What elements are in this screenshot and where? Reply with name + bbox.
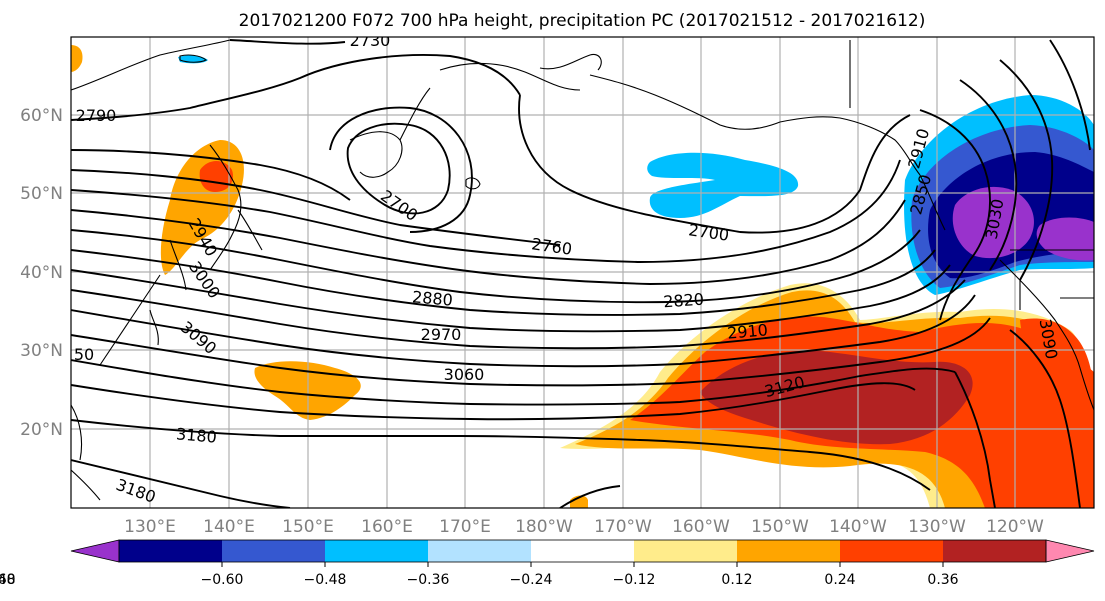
lon-label: 130°E bbox=[124, 517, 176, 537]
precip-region-darkred bbox=[700, 350, 973, 445]
colorbar-cell bbox=[428, 540, 531, 562]
contour-label: 2820 bbox=[663, 290, 705, 312]
colorbar-tick-label: 0.24 bbox=[824, 572, 855, 588]
contour-label: 3180 bbox=[175, 424, 217, 446]
contour-label: 2880 bbox=[411, 287, 453, 309]
longitude-labels: 130°E 140°E 150°E 160°E 170°E 180°W 170°… bbox=[124, 517, 1044, 537]
lon-label: 160°E bbox=[361, 517, 413, 537]
lon-label: 140°E bbox=[203, 517, 255, 537]
colorbar-tick-label: −0.36 bbox=[407, 572, 450, 588]
colorbar: −0.60 −0.48 −0.36 −0.24 −0.12 0.12 0.24 … bbox=[0, 539, 1095, 588]
colorbar-cell bbox=[634, 540, 737, 562]
latitude-labels: 60°N 50°N 40°N 30°N 20°N bbox=[20, 106, 63, 440]
lon-label: 150°W bbox=[751, 517, 809, 537]
lat-label: 20°N bbox=[20, 420, 63, 440]
precip-negative-east-core bbox=[952, 186, 1034, 259]
precip-region-japan-core bbox=[199, 161, 234, 192]
colorbar-tick-label: −0.60 bbox=[201, 572, 244, 588]
contour-label: 2730 bbox=[350, 31, 391, 50]
lon-label: 150°E bbox=[282, 517, 334, 537]
lon-label: 120°W bbox=[986, 517, 1044, 537]
lon-label: 180°W bbox=[515, 517, 573, 537]
colorbar-tick-label: −0.24 bbox=[510, 572, 553, 588]
height-contours bbox=[71, 39, 1091, 508]
contour-label: 2970 bbox=[421, 325, 462, 344]
lon-label: 140°W bbox=[829, 517, 887, 537]
lat-label: 60°N bbox=[20, 106, 63, 126]
contour-label: 3060 bbox=[444, 365, 485, 384]
colorbar-tick-label: 0.12 bbox=[721, 572, 752, 588]
contour-label: 2790 bbox=[76, 106, 117, 125]
colorbar-cell bbox=[737, 540, 840, 562]
map-frame bbox=[70, 36, 1095, 509]
contour-labels: 2730 2790 2700 2760 2700 2940 3000 3090 … bbox=[74, 31, 1061, 507]
colorbar-outline bbox=[118, 539, 1047, 563]
colorbar-cell bbox=[325, 540, 428, 562]
colorbar-cell bbox=[222, 540, 325, 562]
colorbar-tick-label: 0.36 bbox=[927, 572, 958, 588]
precipitation-shading bbox=[71, 45, 1094, 508]
colorbar-extension-high bbox=[1045, 539, 1095, 563]
lat-label: 40°N bbox=[20, 263, 63, 283]
colorbar-cell bbox=[531, 540, 634, 562]
lon-label: 160°W bbox=[672, 517, 730, 537]
contour-label: 2910 bbox=[726, 320, 768, 342]
lon-label: 170°E bbox=[439, 517, 491, 537]
precip-region-coast bbox=[1020, 318, 1094, 440]
lat-label: 50°N bbox=[20, 184, 63, 204]
colorbar-tick-label: −0.48 bbox=[304, 572, 347, 588]
colorbar-tick-label: 0.60 bbox=[0, 572, 16, 588]
colorbar-cell bbox=[119, 540, 222, 562]
map-panel: 2730 2790 2700 2760 2700 2940 3000 3090 … bbox=[70, 31, 1095, 509]
colorbar-extension-low bbox=[70, 539, 120, 563]
colorbar-cell bbox=[840, 540, 943, 562]
map-title: 2017021200 F072 700 hPa height, precipit… bbox=[239, 11, 926, 31]
precip-region-corner bbox=[71, 45, 83, 72]
lon-label: 170°W bbox=[594, 517, 652, 537]
colorbar-tick-label: −0.12 bbox=[613, 572, 656, 588]
lon-label: 130°W bbox=[908, 517, 966, 537]
precip-negative-central bbox=[647, 152, 799, 218]
contour-label: 50 bbox=[74, 345, 94, 364]
colorbar-cell bbox=[943, 540, 1046, 562]
colorbar-tick-label: 0.48 bbox=[0, 572, 16, 588]
lat-label: 30°N bbox=[20, 341, 63, 361]
